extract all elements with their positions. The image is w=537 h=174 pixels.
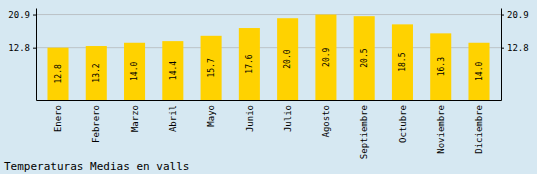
data-label: 20.0: [283, 49, 292, 68]
x-tick-label: Marzo: [130, 105, 140, 132]
bars: [47, 15, 489, 100]
y2-axis: 12.8 20.9: [501, 9, 529, 101]
x-tick-label: Noviembre: [436, 105, 446, 154]
x-tick-label: Mayo: [206, 105, 216, 127]
y2-tick: 12.8: [501, 43, 529, 53]
x-tick: Febrero: [91, 105, 101, 143]
data-label: 14.0: [475, 62, 484, 81]
x-tick-label: Abril: [168, 105, 178, 132]
data-label: 16.3: [437, 57, 446, 76]
x-tick: Octubre: [398, 105, 408, 143]
data-label: 12.8: [54, 64, 63, 83]
data-labels: 12.8 13.2 14.0 14.4 15.7 17.6 20.0 20.9 20.5 18.5…: [54, 47, 484, 83]
x-tick: Mayo: [206, 105, 216, 127]
bar: [392, 24, 413, 100]
x-tick-label: Junio: [245, 105, 255, 132]
x-tick-label: Agosto: [321, 105, 331, 138]
bar: [201, 36, 222, 100]
grid-line: [36, 14, 501, 15]
bar: [277, 18, 298, 100]
title: Temperaturas Medias en valls: [4, 160, 189, 173]
y-axis: 12.8 20.9: [8, 9, 36, 101]
x-tick: Marzo: [130, 105, 140, 132]
y-tick-label: 20.9: [8, 10, 30, 20]
plot: 12.8 13.2 14.0 14.4 15.7 17.6 20.0 20.9 20.5 18.5…: [8, 9, 528, 160]
x-tick: Junio: [245, 105, 255, 132]
y2-tick-label: 12.8: [507, 43, 529, 53]
bar: [468, 43, 489, 100]
x-tick: Abril: [168, 105, 178, 132]
x-tick: Diciembre: [474, 105, 484, 154]
y-axis-line: [36, 9, 37, 101]
y2-tick: 20.9: [501, 10, 529, 20]
x-tick: Noviembre: [436, 105, 446, 154]
data-label: 20.5: [360, 48, 369, 67]
data-label: 13.2: [92, 63, 101, 82]
y2-tick-mark: [501, 15, 504, 16]
bar: [124, 43, 145, 100]
x-tick-label: Septiembre: [359, 105, 369, 159]
y-tick-mark: [33, 48, 36, 49]
y2-tick-mark: [501, 48, 504, 49]
data-label: 15.7: [207, 58, 216, 77]
x-axis-line: [37, 100, 502, 101]
x-axis: Enero Febrero Marzo Abril Mayo Junio Julio Agos…: [37, 101, 502, 160]
y-tick: 12.8: [8, 43, 36, 53]
y2-tick-label: 20.9: [507, 10, 529, 20]
y2-axis-line: [501, 9, 502, 101]
bar: [430, 33, 451, 100]
data-label: 17.6: [245, 54, 254, 73]
bar: [315, 15, 336, 100]
x-tick-label: Enero: [53, 105, 63, 132]
bar: [239, 28, 260, 100]
x-tick: Julio: [283, 105, 293, 132]
data-label: 18.5: [398, 52, 407, 71]
x-tick: Septiembre: [359, 105, 369, 159]
chart: 12.8 13.2 14.0 14.4 15.7 17.6 20.0 20.9 20.5 18.5…: [0, 0, 537, 174]
data-label: 14.4: [169, 61, 178, 80]
bar: [162, 41, 183, 100]
data-label: 14.0: [130, 62, 139, 81]
x-tick-label: Diciembre: [474, 105, 484, 154]
bar: [86, 46, 107, 100]
bar: [354, 16, 375, 100]
x-tick: Agosto: [321, 105, 331, 138]
x-tick: Enero: [53, 105, 63, 132]
y-tick: 20.9: [8, 10, 36, 20]
bar: [47, 48, 68, 100]
y-tick-mark: [33, 15, 36, 16]
data-label: 20.9: [322, 47, 331, 66]
x-tick-label: Julio: [283, 105, 293, 132]
y-tick-label: 12.8: [8, 43, 30, 53]
x-tick-label: Febrero: [91, 105, 101, 143]
x-tick-label: Octubre: [398, 105, 408, 143]
